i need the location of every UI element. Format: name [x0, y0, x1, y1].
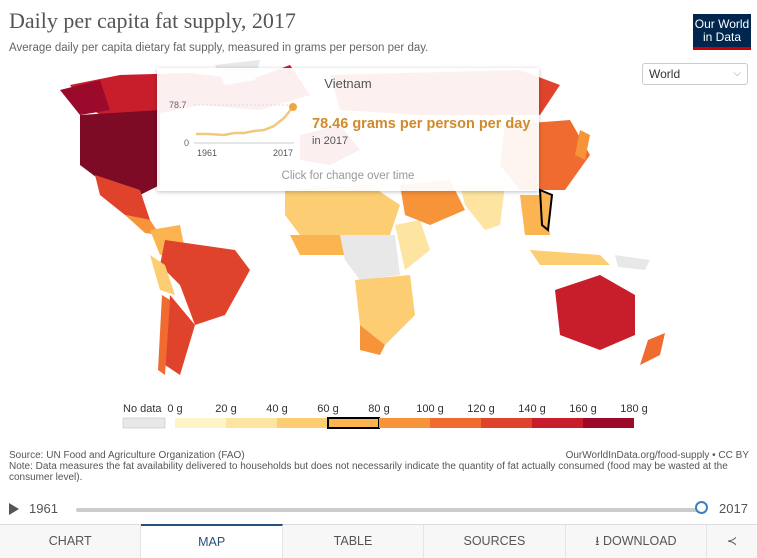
- legend-swatch[interactable]: [277, 418, 328, 428]
- tab-sources[interactable]: SOURCES: [424, 525, 566, 558]
- chevron-down-icon: ⌵: [733, 68, 741, 79]
- legend-no-data-swatch: [122, 417, 166, 429]
- legend-swatch[interactable]: [532, 418, 583, 428]
- legend-tick-label: 160 g: [569, 403, 597, 415]
- legend-swatch[interactable]: [379, 418, 430, 428]
- tooltip-value: 78.46 grams per person per day: [312, 116, 531, 132]
- tooltip-country: Vietnam: [324, 76, 372, 91]
- spark-line: [196, 106, 294, 137]
- footer: Source: UN Food and Agriculture Organiza…: [9, 450, 749, 483]
- legend-swatch[interactable]: [327, 417, 380, 429]
- legend-swatch[interactable]: [583, 418, 634, 428]
- timeline-handle[interactable]: [695, 501, 708, 514]
- legend-tick-label: 60 g: [317, 403, 338, 415]
- country-north-africa[interactable]: [285, 185, 400, 235]
- legend-tick-label: 120 g: [467, 403, 495, 415]
- note-text: Note: Data measures the fat availability…: [9, 461, 728, 483]
- source-text: Source: UN Food and Agriculture Organiza…: [9, 450, 245, 461]
- legend-tick-label: 20 g: [215, 403, 236, 415]
- legend-tick-label: 0 g: [167, 403, 182, 415]
- spark-min-label: 0: [184, 138, 189, 148]
- legend-tick-label: 80 g: [368, 403, 389, 415]
- chart-subtitle: Average daily per capita dietary fat sup…: [9, 42, 429, 54]
- timeline[interactable]: 1961 2017: [0, 497, 757, 521]
- legend-swatch[interactable]: [175, 418, 226, 428]
- timeline-end: 2017: [719, 501, 748, 516]
- tooltip-cta[interactable]: Click for change over time: [281, 170, 415, 182]
- country-indonesia[interactable]: [530, 250, 610, 265]
- tab-chart[interactable]: CHART: [0, 525, 142, 558]
- spark-end-label: 2017: [273, 148, 293, 158]
- legend-swatch[interactable]: [481, 418, 532, 428]
- country-chile[interactable]: [158, 295, 170, 375]
- tab-table[interactable]: TABLE: [283, 525, 425, 558]
- chart-title: Daily per capita fat supply, 2017: [9, 8, 296, 33]
- download-icon: ⭳: [595, 534, 600, 548]
- timeline-start: 1961: [29, 501, 58, 516]
- country-vietnam[interactable]: [538, 188, 554, 232]
- region-select[interactable]: World ⌵: [642, 63, 748, 85]
- share-icon[interactable]: ≺: [726, 534, 738, 548]
- country-west-africa[interactable]: [290, 235, 350, 255]
- timeline-track[interactable]: [76, 508, 704, 512]
- country-central-africa[interactable]: [340, 235, 400, 280]
- country-new-zealand[interactable]: [640, 333, 665, 365]
- color-legend: No data 0 g 20 g 40 g 60 g 80 g 100 g 120 g 140…: [122, 403, 648, 429]
- legend-tick-label: 140 g: [518, 403, 546, 415]
- tab-bar: CHART MAP TABLE SOURCES ⭳ DOWNLOAD ≺: [0, 524, 757, 558]
- country-japan[interactable]: [575, 130, 590, 160]
- legend-tick-label: 180 g: [620, 403, 648, 415]
- owid-logo[interactable]: Our World in Data: [693, 14, 751, 50]
- country-southern-africa[interactable]: [355, 275, 415, 345]
- country-argentina[interactable]: [165, 295, 195, 375]
- country-mexico[interactable]: [95, 175, 150, 220]
- country-papua[interactable]: [615, 255, 650, 270]
- legend-swatch[interactable]: [430, 418, 481, 428]
- country-alaska[interactable]: [60, 80, 110, 115]
- tab-download-label: DOWNLOAD: [602, 534, 677, 548]
- spark-start-label: 1961: [197, 148, 217, 158]
- legend-tick-label: 100 g: [416, 403, 444, 415]
- tooltip-year: in 2017: [312, 135, 349, 147]
- country-east-africa[interactable]: [395, 220, 430, 270]
- legend-no-data-label: No data: [123, 403, 162, 415]
- tab-map[interactable]: MAP: [141, 524, 283, 558]
- country-brazil[interactable]: [160, 240, 250, 325]
- country-india[interactable]: [460, 185, 505, 230]
- country-usa[interactable]: [80, 110, 160, 195]
- country-australia[interactable]: [555, 275, 635, 350]
- country-peru[interactable]: [150, 255, 175, 295]
- region-select-value: World: [649, 67, 681, 81]
- play-icon[interactable]: [9, 503, 19, 515]
- legend-swatch[interactable]: [226, 418, 277, 428]
- spark-max-label: 78.7: [169, 100, 187, 110]
- map-tooltip[interactable]: Vietnam 78.7 0 1961 2017 78.46 grams per…: [157, 68, 539, 191]
- legend-tick-label: 40 g: [266, 403, 287, 415]
- spark-endpoint: [289, 103, 297, 111]
- country-south-africa[interactable]: [360, 325, 385, 355]
- sparkline: 78.7 0 1961 2017: [169, 100, 297, 158]
- country-middle-east[interactable]: [400, 180, 465, 225]
- credit-link[interactable]: OurWorldInData.org/food-supply • CC BY: [565, 450, 749, 461]
- tab-download[interactable]: ⭳ DOWNLOAD: [566, 525, 708, 558]
